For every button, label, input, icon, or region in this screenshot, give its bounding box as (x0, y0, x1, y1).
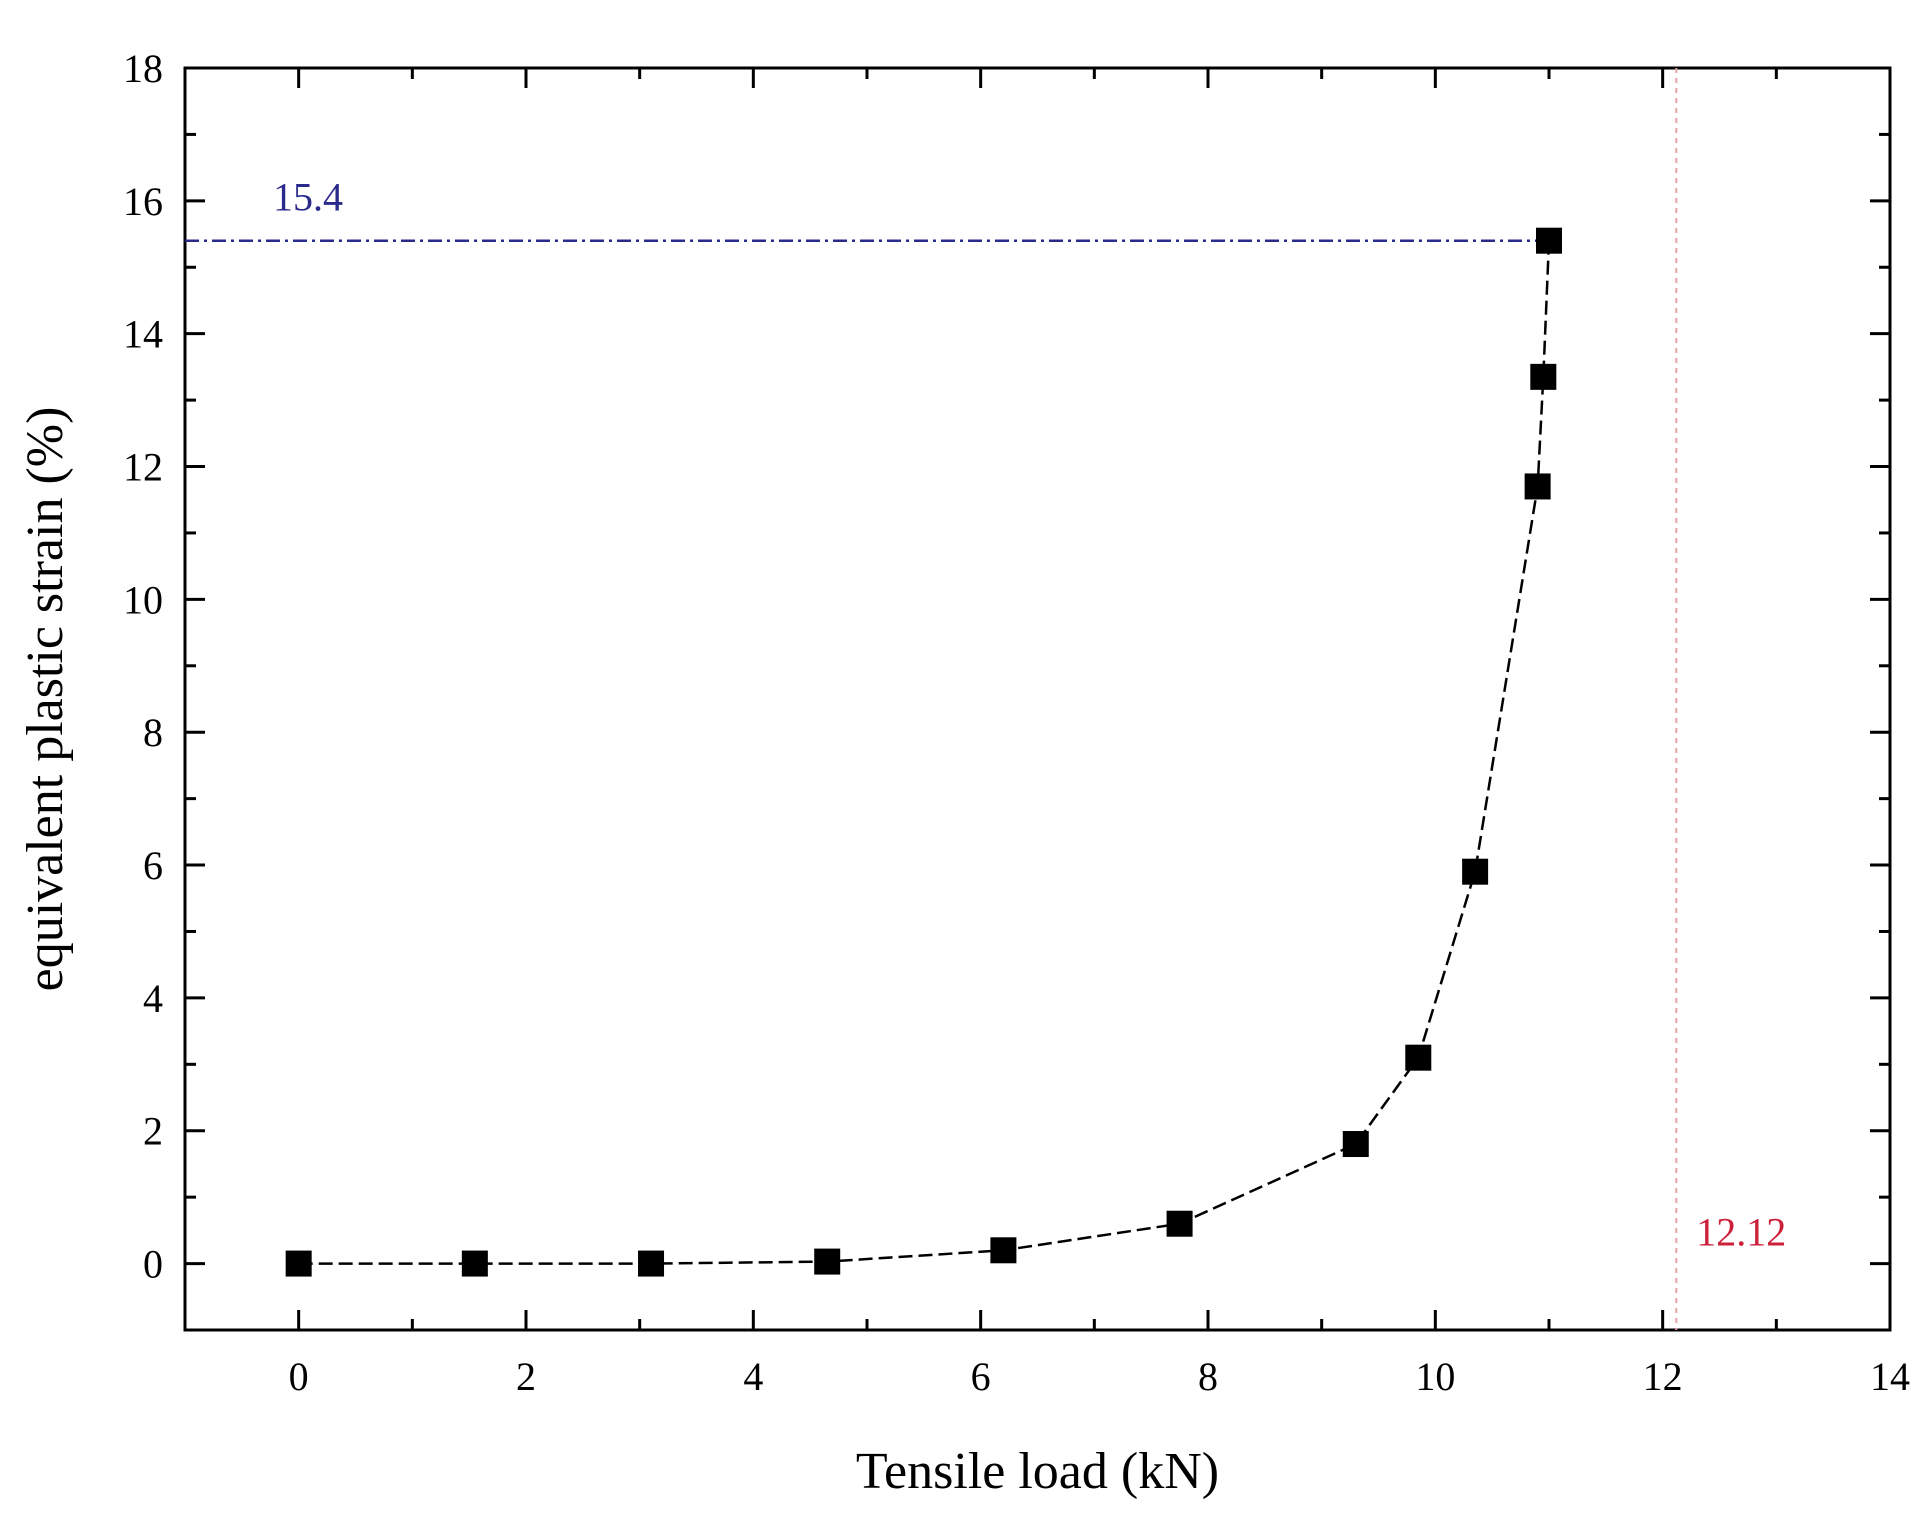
x-tick-label: 4 (743, 1354, 763, 1399)
plot-frame (183, 66, 1892, 1332)
annotation-max-strain-label: 15.4 (273, 175, 343, 220)
x-axis-title: Tensile load (kN) (856, 1443, 1219, 1500)
y-tick-label: 16 (123, 179, 163, 224)
x-tick-label: 12 (1643, 1354, 1683, 1399)
y-axis-title: equivalent plastic strain (%) (17, 407, 74, 992)
data-point-marker (1405, 1044, 1432, 1071)
data-point-marker (461, 1250, 488, 1277)
x-tick-label: 2 (516, 1354, 536, 1399)
data-point-marker (1530, 363, 1557, 390)
data-point-marker (1524, 473, 1551, 500)
data-point-marker (990, 1237, 1017, 1264)
data-point-marker (814, 1248, 841, 1275)
y-tick-label: 4 (143, 976, 163, 1021)
series-line (298, 240, 1551, 1265)
annotation-load-limit-label: 12.12 (1696, 1210, 1786, 1255)
axes (183, 66, 1892, 1332)
y-tick-label: 18 (123, 46, 163, 91)
data-point-marker (1462, 858, 1489, 885)
y-tick-label: 6 (143, 843, 163, 888)
x-tick-label: 6 (971, 1354, 991, 1399)
y-tick-label: 10 (123, 577, 163, 622)
y-tick-label: 8 (143, 710, 163, 755)
data-point-marker (1536, 227, 1562, 254)
tick-labels: 0 2 4 6 8 10 12 14 0 2 4 6 8 10 12 14 16 18 (123, 46, 1910, 1399)
x-tick-label: 10 (1415, 1354, 1455, 1399)
y-tick-label: 0 (143, 1242, 163, 1287)
data-point-marker (638, 1250, 665, 1277)
x-tick-label: 8 (1198, 1354, 1218, 1399)
plot-series (285, 227, 1562, 1277)
y-tick-label: 12 (123, 445, 163, 490)
data-point-marker (1342, 1131, 1369, 1158)
x-tick-label: 0 (289, 1354, 309, 1399)
y-tick-label: 2 (143, 1109, 163, 1154)
reference-lines (185, 68, 1678, 1330)
x-tick-label: 14 (1870, 1354, 1910, 1399)
y-tick-label: 14 (123, 312, 163, 357)
data-point-marker (1166, 1210, 1193, 1237)
data-point-marker (285, 1250, 312, 1277)
